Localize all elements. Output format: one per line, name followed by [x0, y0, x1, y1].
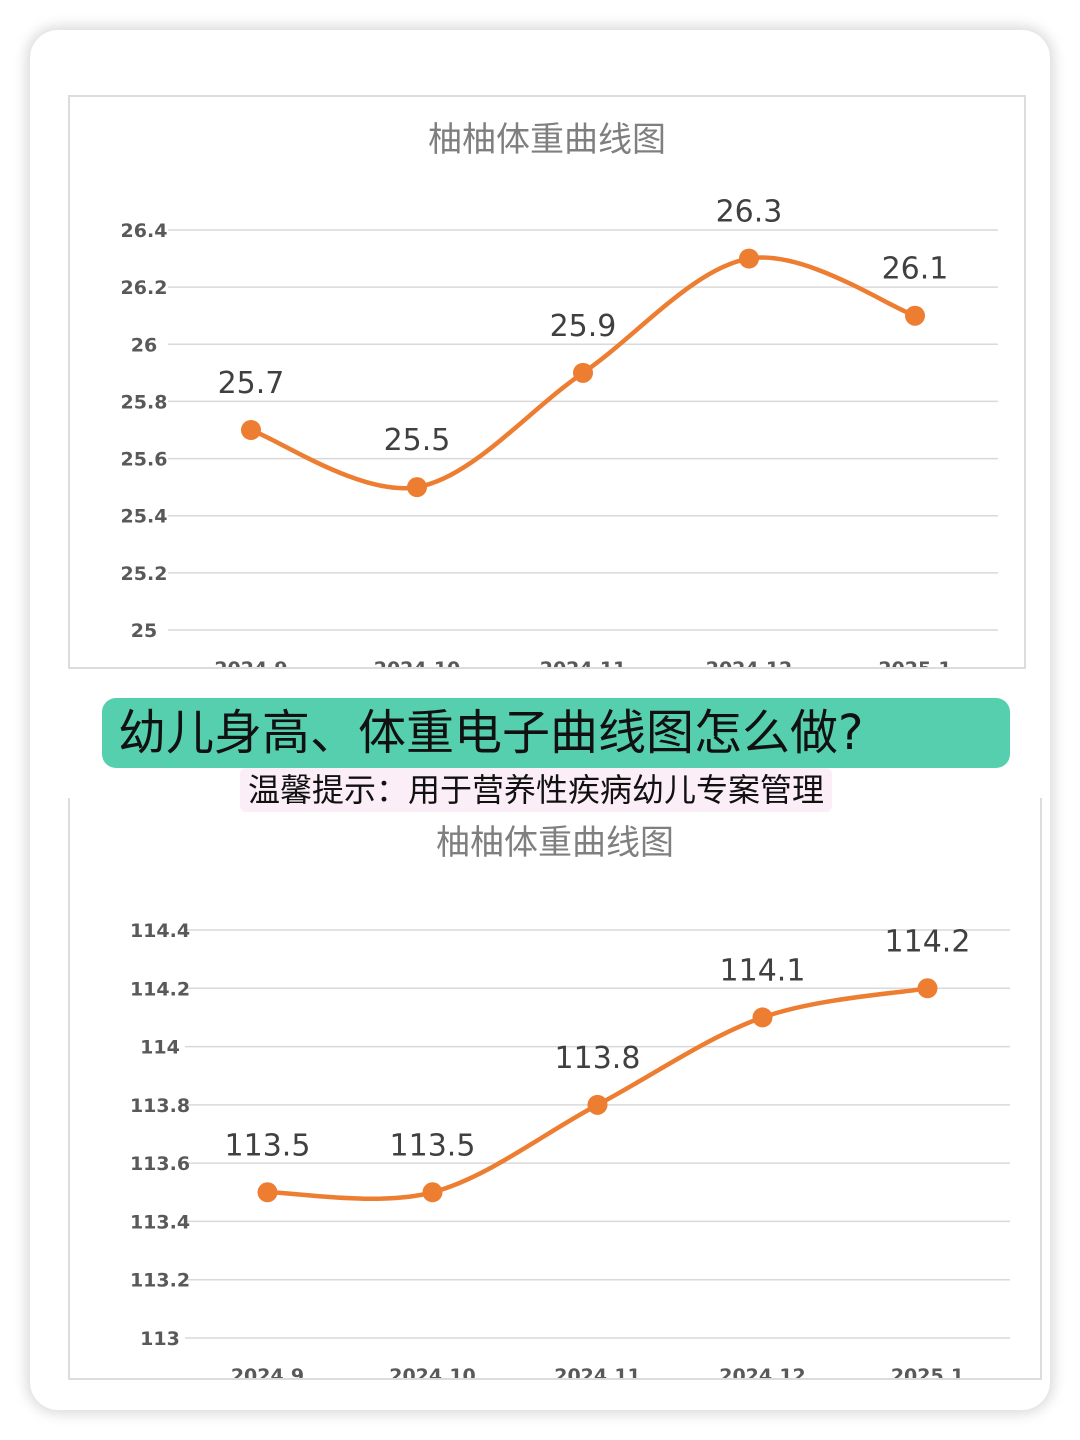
y-tick-label: 25.8 — [121, 391, 168, 413]
y-tick-label: 113.2 — [130, 1270, 190, 1292]
x-tick-label: 2024.9 — [231, 1365, 304, 1378]
data-label: 26.3 — [716, 195, 783, 230]
data-point — [257, 1182, 278, 1203]
data-point — [739, 248, 759, 269]
y-tick-label: 113.6 — [130, 1153, 190, 1175]
chart-title: 柚柚体重曲线图 — [436, 823, 674, 863]
x-tick-label: 2024.10 — [374, 658, 461, 667]
data-label: 25.7 — [218, 366, 285, 401]
data-label: 114.2 — [885, 924, 971, 959]
x-tick-label: 2025.1 — [891, 1365, 964, 1378]
x-tick-label: 2024.12 — [706, 658, 793, 667]
data-point — [752, 1007, 773, 1028]
data-point — [422, 1182, 443, 1203]
chart-svg: 柚柚体重曲线图 25 25.2 25.4 25.6 25.8 26 26.2 26.4 2024.… — [121, 120, 998, 667]
data-point — [407, 477, 427, 498]
y-tick-label: 25.6 — [121, 449, 168, 471]
x-tick-label: 2025.1 — [878, 658, 951, 667]
y-tick-label: 114.4 — [130, 920, 190, 942]
y-tick-label: 114 — [140, 1037, 180, 1059]
data-point — [241, 420, 261, 440]
y-tick-label: 26 — [131, 334, 157, 356]
data-point — [905, 305, 925, 326]
data-label: 25.9 — [550, 309, 617, 344]
y-tick-label: 25.2 — [121, 563, 168, 585]
series-line — [265, 986, 930, 1201]
post-card: 柚柚体重曲线图 25 25.2 25.4 25.6 25.8 26 26.2 26.4 2024.… — [30, 30, 1050, 1410]
data-label: 113.8 — [555, 1041, 641, 1076]
tip-note: 温馨提示：用于营养性疾病幼儿专案管理 — [240, 768, 833, 812]
x-tick-label: 2024.11 — [540, 658, 627, 667]
y-tick-label: 113 — [140, 1328, 180, 1350]
chart-title: 柚柚体重曲线图 — [428, 120, 666, 160]
y-tick-label: 114.2 — [130, 978, 190, 1000]
chart-svg: 柚柚体重曲线图 113 113.2 113.4 113.6 113.8 114 114.2 11… — [130, 823, 1010, 1378]
x-tick-label: 2024.10 — [389, 1365, 476, 1378]
weight-chart-bottom: 柚柚体重曲线图 113 113.2 113.4 113.6 113.8 114 114.2 11… — [68, 798, 1042, 1380]
data-label: 113.5 — [390, 1128, 476, 1163]
data-label: 114.1 — [720, 953, 806, 988]
y-tick-label: 113.8 — [130, 1095, 190, 1117]
y-tick-label: 26.2 — [121, 277, 168, 299]
y-tick-label: 113.4 — [130, 1211, 190, 1233]
y-tick-label: 26.4 — [121, 220, 168, 242]
data-label: 113.5 — [225, 1128, 311, 1163]
y-tick-label: 25.4 — [121, 506, 168, 528]
weight-chart-top: 柚柚体重曲线图 25 25.2 25.4 25.6 25.8 26 26.2 26.4 2024.… — [68, 95, 1026, 669]
data-point — [573, 362, 593, 383]
y-tick-label: 25 — [131, 620, 157, 642]
x-tick-label: 2024.12 — [719, 1365, 806, 1378]
data-label: 25.5 — [384, 423, 451, 458]
headline-banner: 幼儿身高、体重电子曲线图怎么做? — [102, 698, 1010, 768]
data-point — [917, 978, 938, 999]
data-label: 26.1 — [882, 252, 949, 287]
x-tick-label: 2024.9 — [214, 658, 287, 667]
x-tick-label: 2024.11 — [554, 1365, 641, 1378]
data-point — [587, 1094, 608, 1115]
